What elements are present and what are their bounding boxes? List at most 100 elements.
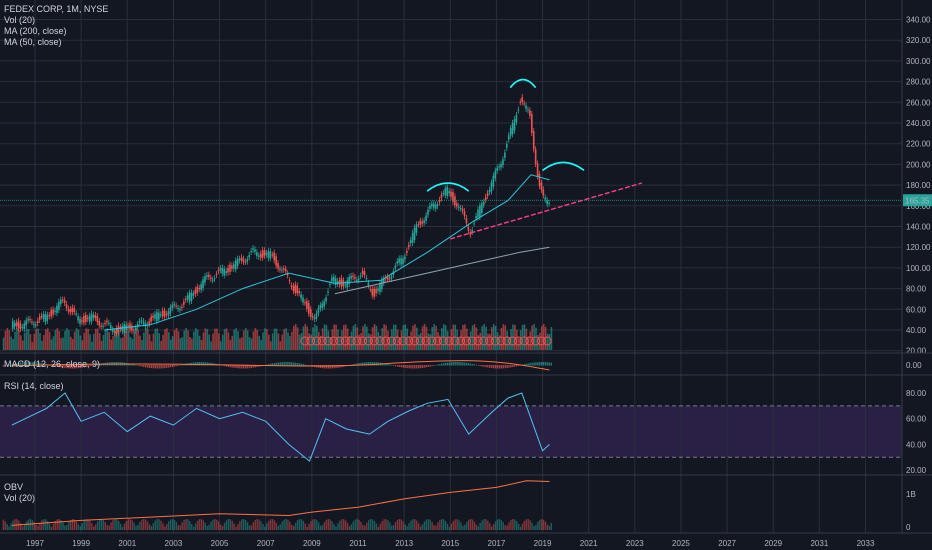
volume-bar: [502, 324, 505, 350]
macd-bar: [250, 365, 253, 368]
macd-bar: [27, 362, 30, 366]
obv-volume-bar: [373, 520, 376, 530]
candle-body: [246, 259, 249, 262]
volume-bar: [437, 332, 439, 350]
obv-volume-bar: [143, 519, 145, 530]
candle-body: [532, 131, 535, 150]
candle-body: [81, 320, 83, 322]
macd-bar: [144, 365, 147, 368]
macd-bar: [246, 365, 249, 369]
macd-bar: [83, 365, 85, 368]
candle-body: [154, 314, 156, 319]
volume-bar: [46, 328, 49, 350]
obv-volume-bar: [294, 522, 297, 530]
obv-volume-bar: [512, 519, 514, 530]
macd-bar: [193, 362, 195, 366]
candle-body: [138, 321, 141, 323]
macd-bar: [412, 365, 414, 369]
macd-bar: [279, 362, 281, 366]
earnings-marker: [444, 336, 454, 346]
volume-bar: [410, 331, 412, 350]
obv-volume-bar: [118, 521, 120, 530]
volume-bar: [166, 328, 168, 350]
macd-bar: [337, 365, 339, 368]
macd-bar: [271, 363, 274, 366]
obv-volume-bar: [300, 519, 303, 530]
x-tick-label: 2013: [395, 539, 413, 548]
macd-bar: [2, 365, 5, 367]
macd-bar: [514, 365, 516, 367]
macd-bar: [454, 362, 456, 366]
macd-tick-label: 0.00: [906, 361, 922, 370]
obv-volume-bar: [175, 522, 178, 530]
volume-bar: [204, 328, 207, 350]
macd-bar: [291, 362, 293, 366]
candle-body: [234, 260, 237, 270]
obv-volume-bar: [185, 519, 187, 530]
obv-volume-bar: [204, 522, 206, 530]
macd-bar: [241, 365, 243, 369]
candle-body: [432, 203, 435, 208]
candle-body: [58, 301, 60, 310]
earnings-marker: [415, 336, 425, 346]
candle-body: [11, 320, 14, 329]
candle-body: [96, 316, 99, 323]
earnings-marker: [381, 336, 391, 346]
volume-bar: [183, 330, 186, 350]
obv-volume-bar: [206, 525, 208, 530]
volume-bar: [396, 329, 399, 350]
x-tick-label: 2003: [165, 539, 183, 548]
volume-bar: [218, 333, 220, 350]
volume-bar: [339, 337, 341, 350]
candle-body: [492, 175, 495, 187]
obv-volume-bar: [277, 526, 280, 530]
obv-volume-bar: [508, 522, 510, 530]
volume-bar: [191, 338, 193, 350]
candle-body: [521, 97, 523, 103]
obv-volume-bar: [442, 519, 445, 530]
macd-bar: [285, 362, 287, 366]
obv-volume-bar: [446, 523, 449, 530]
obv-volume-bar: [379, 523, 381, 530]
obv-tick-label: 0: [906, 523, 911, 532]
candle-body: [357, 278, 360, 281]
candle-body: [175, 305, 177, 307]
pattern-arc: [542, 161, 585, 172]
candle-body: [473, 223, 475, 225]
volume-bar: [73, 331, 76, 350]
candle-body: [184, 298, 187, 300]
candle-body: [25, 320, 27, 326]
obv-volume-bar: [531, 522, 533, 530]
candle-body: [108, 322, 110, 324]
volume-bar: [56, 328, 59, 350]
volume-bar: [68, 330, 70, 350]
candle-body: [252, 248, 254, 250]
candle-body: [542, 189, 545, 196]
obv-volume-bar: [348, 526, 351, 530]
macd-bar: [244, 365, 247, 369]
volume-bar: [177, 331, 180, 350]
candle-body: [498, 166, 500, 168]
macd-bar: [37, 362, 39, 366]
macd-bar: [277, 362, 280, 366]
candle-body: [279, 268, 281, 270]
macd-bar: [204, 362, 206, 366]
candle-body: [238, 258, 241, 261]
obv-volume-bar: [73, 519, 76, 530]
candle-body: [288, 280, 291, 282]
volume-bar: [412, 325, 414, 350]
obv-volume-bar: [114, 519, 116, 530]
obv-volume-bar: [462, 525, 464, 530]
obv-volume-bar: [337, 523, 339, 530]
candle-body: [65, 304, 68, 309]
macd-bar: [181, 364, 183, 366]
volume-bar: [141, 340, 143, 350]
volume-bar: [489, 334, 491, 350]
obv-volume-bar: [166, 524, 168, 530]
earnings-marker: [508, 336, 518, 346]
volume-bar: [39, 333, 41, 350]
candle-body: [506, 144, 508, 148]
obv-volume-bar: [389, 522, 391, 530]
candle-body: [536, 163, 539, 177]
